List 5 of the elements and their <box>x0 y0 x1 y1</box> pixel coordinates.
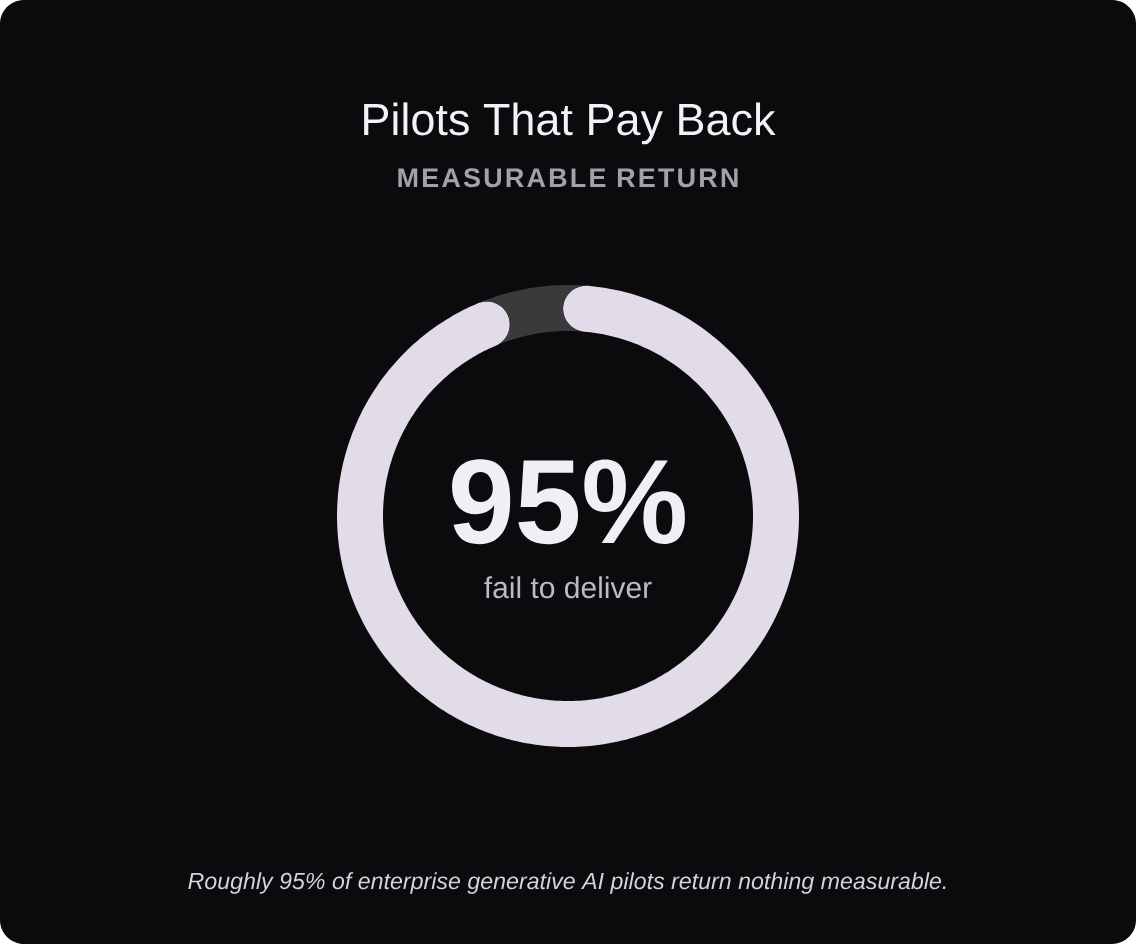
text: Roughly 95% of enterprise generative AI pilots return nothing measurable. <box>188 872 946 894</box>
data-label: 95% <box>452 459 685 545</box>
chart-subtitle: MEASURABLE RETURN <box>398 168 738 188</box>
chart-title: Pilots That Pay Back <box>364 102 776 145</box>
slice-label: fail to deliver <box>484 576 652 599</box>
